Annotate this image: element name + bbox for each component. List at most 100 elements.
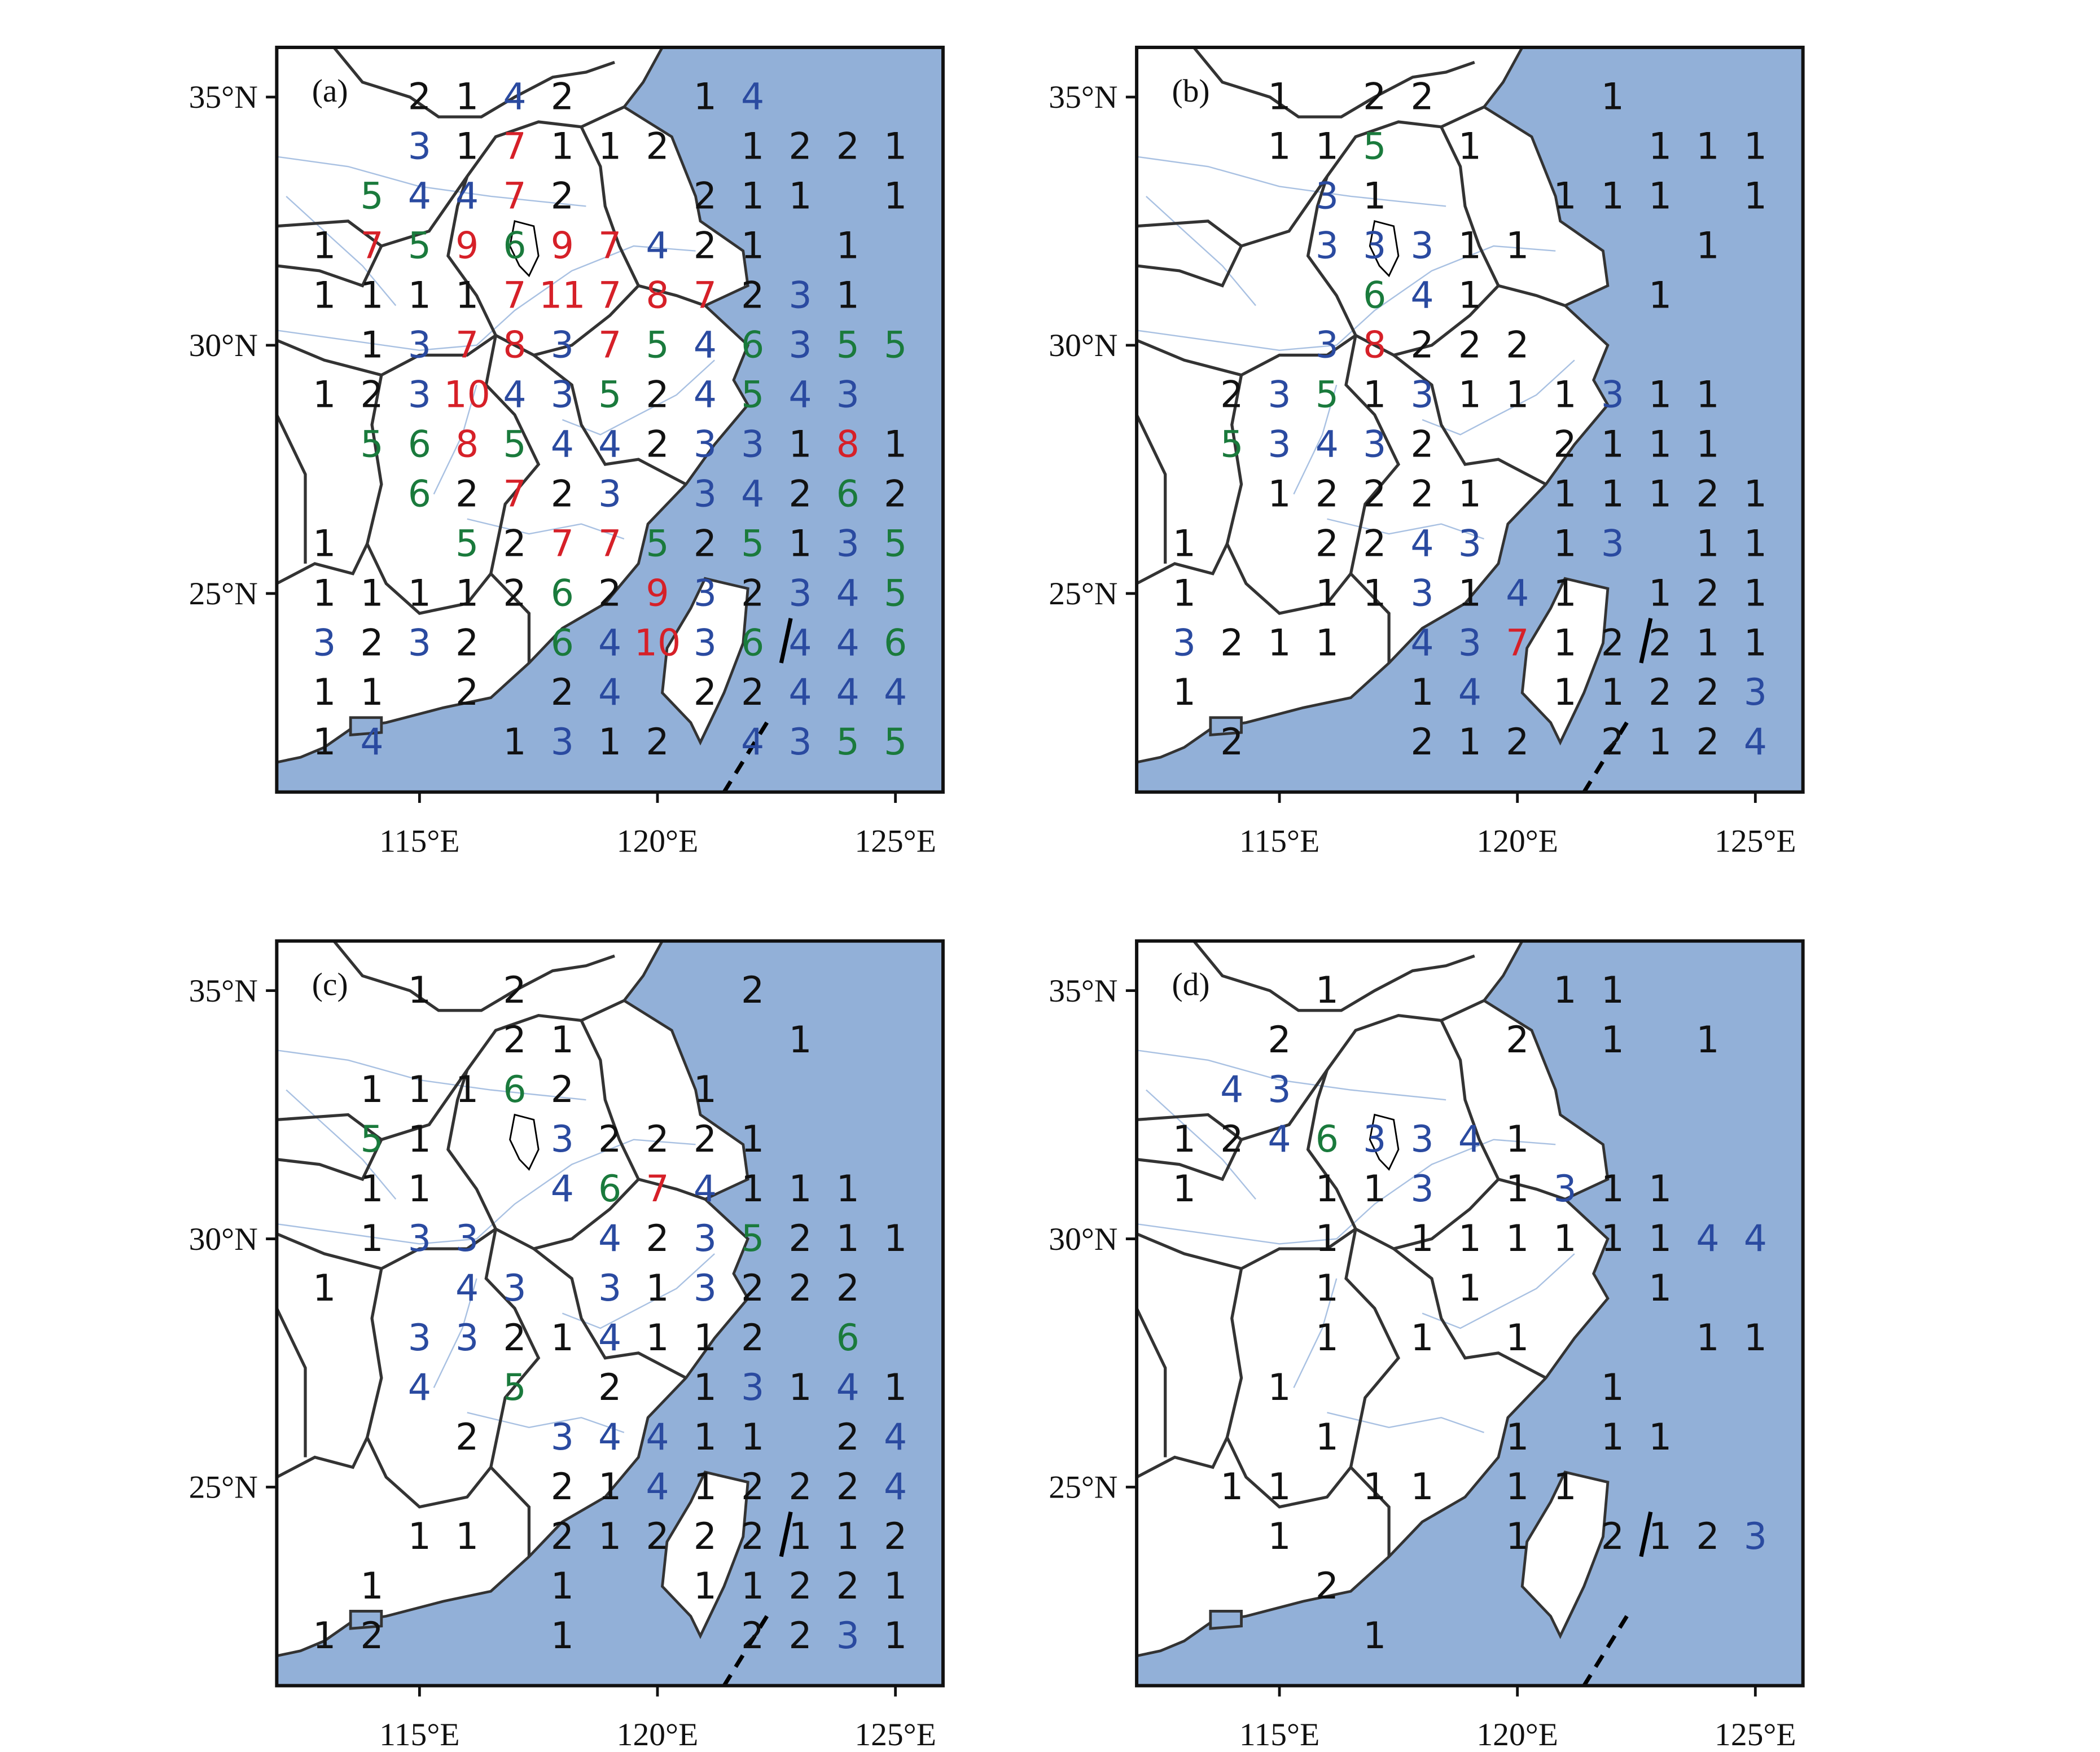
count-label: 3 [408, 622, 431, 664]
count-label: 1 [1410, 1466, 1433, 1508]
province-border [1344, 1228, 1401, 1468]
count-label: 1 [1316, 1267, 1339, 1310]
count-label: 1 [646, 1267, 669, 1310]
count-label: 6 [408, 473, 431, 515]
count-label: 1 [1316, 125, 1339, 168]
count-label: 6 [1363, 274, 1386, 317]
count-label: 2 [646, 721, 669, 763]
count-label: 2 [551, 473, 574, 515]
count-label: 2 [503, 572, 526, 614]
pearl-river-estuary [349, 716, 383, 737]
count-label: 1 [1316, 1317, 1339, 1359]
count-label: 7 [1506, 622, 1529, 664]
count-label: 1 [1458, 721, 1481, 763]
taiwan-island [1520, 577, 1610, 746]
count-label: 1 [1601, 76, 1624, 118]
count-label: 3 [1316, 175, 1339, 217]
count-label: 4 [1410, 274, 1433, 317]
taiwan-island [661, 1470, 749, 1639]
count-label: 5 [884, 572, 907, 614]
count-label: 6 [884, 622, 907, 664]
count-label: 2 [503, 522, 526, 565]
count-label: 7 [503, 274, 526, 317]
map-panel: 1 2 22 1 11 1 1 6 2 15 1 3 2 2 2 11 1 4 6 7 4 1 1 11 3 3 4 2 3 5 2 1 11 4… [189, 939, 945, 1752]
count-label: 5 [360, 1118, 383, 1161]
province-border [580, 1020, 640, 1180]
count-label: 1 [1649, 423, 1672, 466]
river [467, 518, 625, 540]
province-border [277, 1307, 307, 1457]
count-label: 1 [1268, 1466, 1291, 1508]
x-tick-label: 125°E [1715, 823, 1796, 859]
river [467, 1412, 625, 1433]
count-label: 1 [1601, 1019, 1624, 1061]
count-label: 4 [551, 1168, 574, 1210]
count-label: 1 [1363, 1615, 1386, 1657]
count-label: 5 [836, 324, 860, 366]
province-border [277, 334, 497, 377]
count-label: 1 [455, 1069, 479, 1111]
count-label: 1 [1316, 969, 1339, 1012]
count-label: 2 [551, 76, 574, 118]
count-label: 1 [694, 1317, 717, 1359]
count-label: 2 [598, 1367, 621, 1409]
map-body: 1 1 12 2 1 14 31 2 4 6 3 3 4 11 1 1 3 1 3 1 11 1 1 1 1 1 1 4 41 1 11 1 1… [1137, 941, 1803, 1686]
count-label: 2 [694, 175, 717, 217]
province-border [533, 1248, 687, 1380]
count-label: 2 [1649, 622, 1672, 664]
count-label: 7 [551, 522, 574, 565]
count-label: 2 [741, 671, 764, 714]
count-label: 1 [788, 1019, 812, 1061]
province-border [365, 1268, 531, 1557]
count-label: 1 [1649, 572, 1672, 614]
river [1327, 1412, 1484, 1433]
count-label: 3 [788, 324, 812, 366]
count-label: 2 [788, 1615, 812, 1657]
count-label: 4 [1268, 1118, 1291, 1161]
count-label: 3 [408, 324, 431, 366]
count-label: 6 [408, 423, 431, 466]
study-area-outline [509, 220, 540, 278]
river [1422, 359, 1575, 436]
count-label: 1 [1363, 572, 1386, 614]
count-label: 1 [1506, 1168, 1529, 1210]
count-label: 4 [1506, 572, 1529, 614]
count-label: 1 [788, 522, 812, 565]
count-label: 2 [646, 1218, 669, 1260]
count-label: 4 [884, 1416, 907, 1459]
count-label: 3 [408, 1317, 431, 1359]
count-label: 2 [503, 1317, 526, 1359]
count-label: 5 [646, 522, 669, 565]
count-label: 1 [455, 274, 479, 317]
count-label: 8 [1363, 324, 1386, 366]
count-label: 1 [1363, 374, 1386, 416]
province-border [1137, 1307, 1167, 1457]
count-label: 1 [884, 423, 907, 466]
count-label: 7 [598, 522, 621, 565]
count-label: 1 [741, 1118, 764, 1161]
count-label: 6 [1316, 1118, 1339, 1161]
count-label: 2 [408, 76, 431, 118]
count-label: 5 [1363, 125, 1386, 168]
count-label: 1 [1458, 274, 1481, 317]
count-label: 1 [598, 1466, 621, 1508]
count-label: 1 [313, 572, 336, 614]
y-tick-label: 35°N [1049, 973, 1117, 1009]
map-panel: 2 1 4 2 1 43 1 7 1 1 2 1 2 2 15 4 4 7 2 2 1 1 11 7 5 9 6 9 7 4 2 1 11 1 1 1… [189, 45, 945, 859]
count-label: 1 [1506, 225, 1529, 267]
count-label: 2 [741, 1267, 764, 1310]
count-label: 1 [360, 1168, 383, 1210]
study-area-outline [1369, 1113, 1400, 1171]
count-label: 4 [836, 1367, 860, 1409]
dashed-boundary [1639, 618, 1653, 664]
count-label: 4 [1316, 423, 1339, 466]
count-label: 1 [1506, 374, 1529, 416]
count-label: 9 [551, 225, 574, 267]
count-label: 1 [408, 572, 431, 614]
count-label: 1 [741, 225, 764, 267]
count-label: 7 [694, 274, 717, 317]
count-label: 6 [836, 473, 860, 515]
count-label: 5 [455, 522, 479, 565]
count-label: 2 [551, 1516, 574, 1558]
count-label: 4 [408, 175, 431, 217]
